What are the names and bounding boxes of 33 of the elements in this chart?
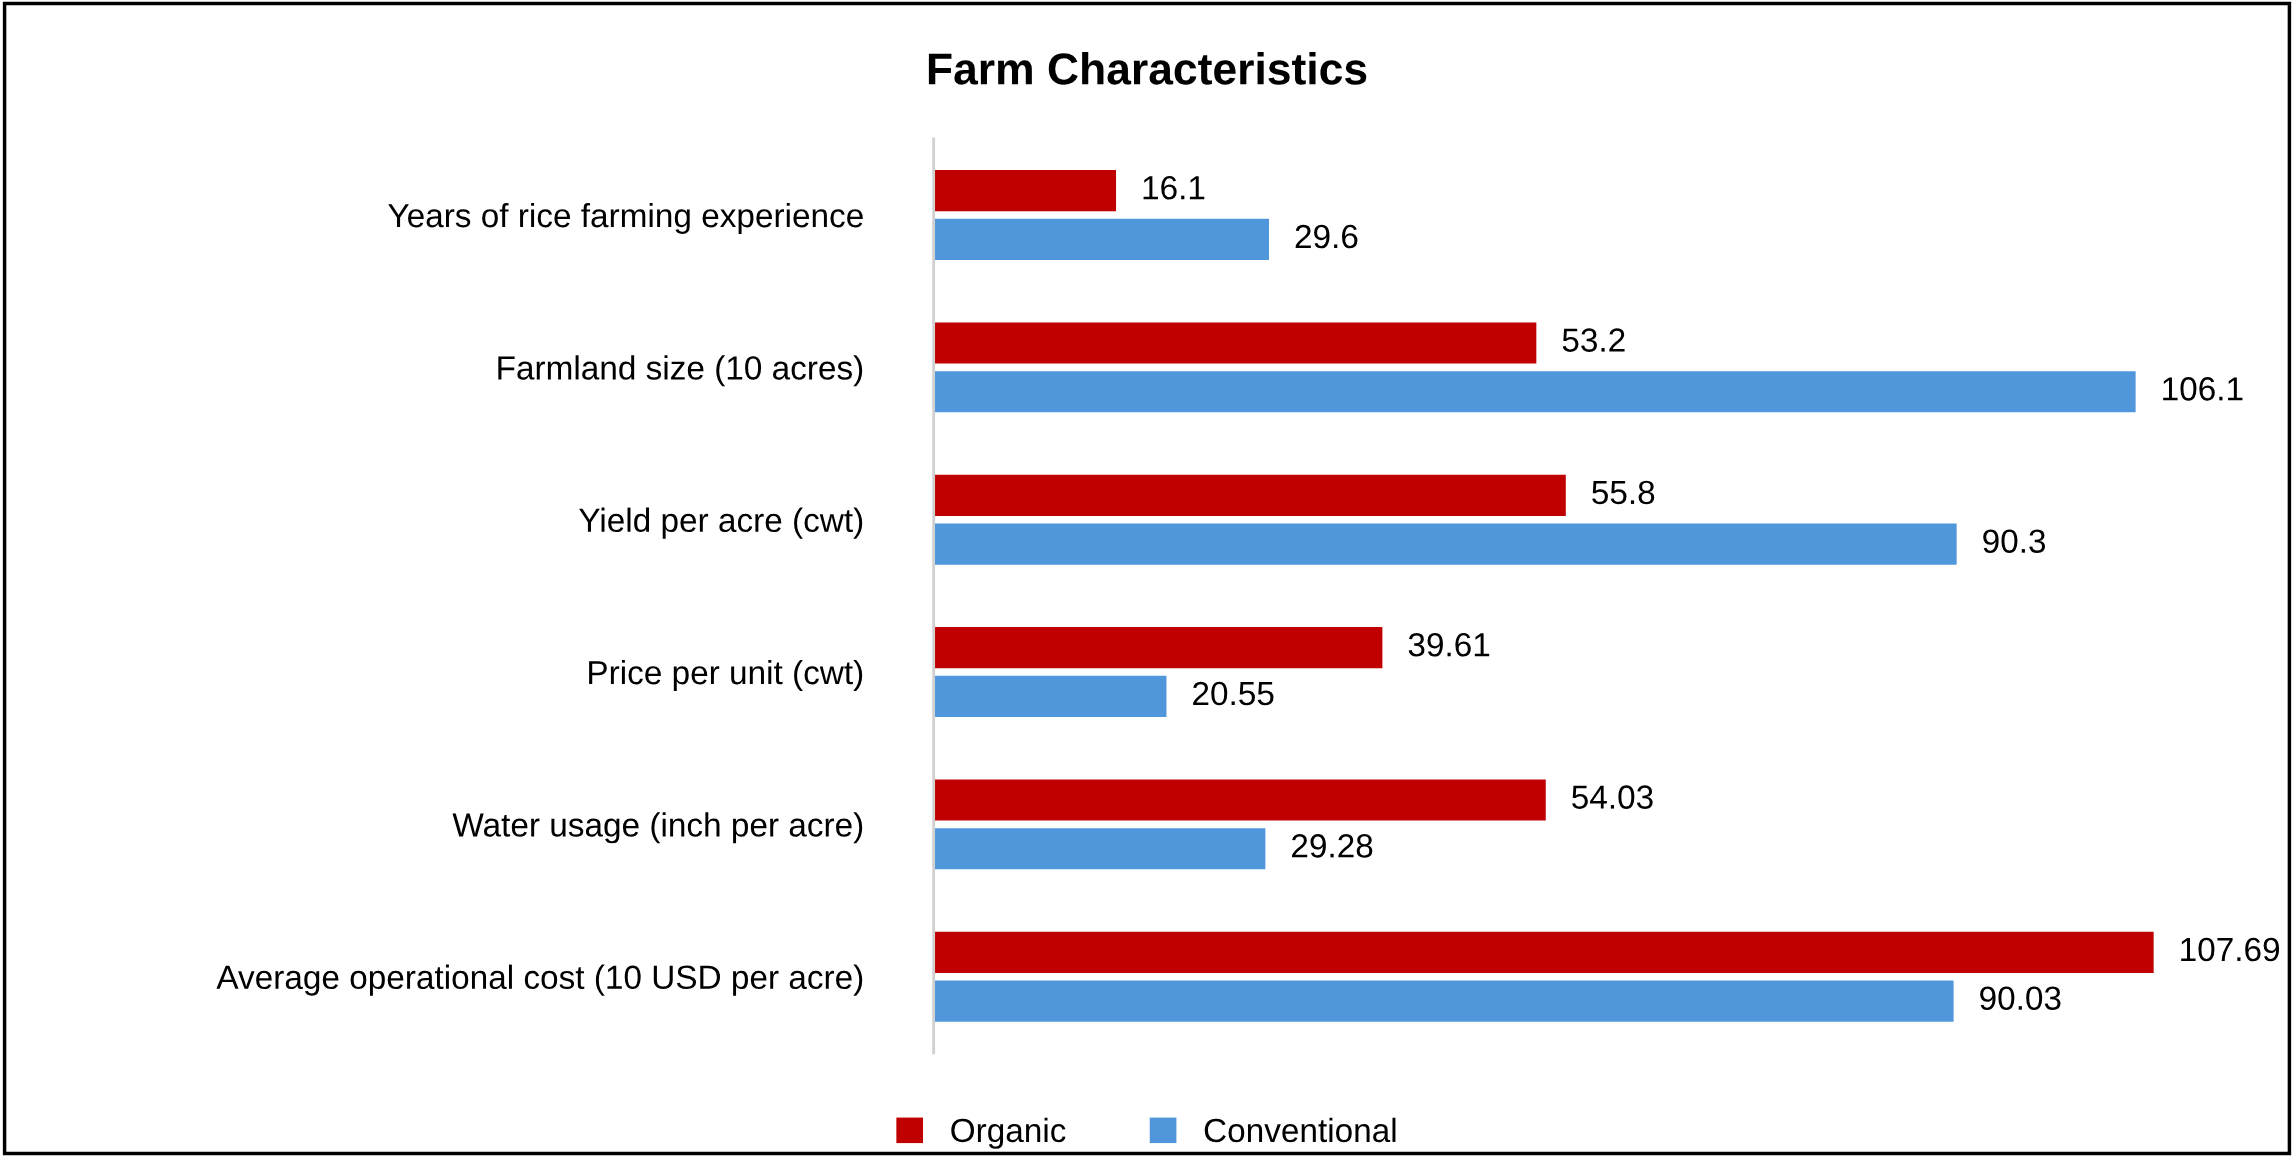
y-tick-label: Yield per acre (cwt) (579, 507, 863, 539)
bar (933, 980, 1954, 1022)
bar (933, 371, 2136, 413)
bar (933, 474, 1566, 516)
data-label: 16.1 (1143, 175, 1205, 200)
bar (933, 828, 1266, 870)
data-label: 90.3 (1983, 529, 2046, 554)
y-tick-label: Price per unit (cwt) (589, 659, 863, 692)
data-label: 90.03 (1980, 986, 2061, 1011)
bar (933, 779, 1546, 821)
legend-label: Organic (951, 1117, 1066, 1149)
y-tick-label: Farmland size (10 acres) (498, 355, 863, 387)
data-label: 39.61 (1408, 632, 1490, 657)
bar (933, 931, 2154, 973)
data-label: 106.1 (2163, 377, 2243, 401)
data-label: 29.28 (1292, 834, 1373, 858)
y-tick-label: Average operational cost (10 USD per acre) (216, 964, 863, 996)
data-label: 54.03 (1572, 785, 1653, 809)
bar (933, 322, 1537, 364)
bar (933, 218, 1269, 260)
data-label: 20.55 (1193, 681, 1274, 706)
data-label: 55.8 (1592, 480, 1655, 505)
legend-label: Conventional (1204, 1117, 1396, 1143)
data-label: 53.2 (1562, 328, 1625, 352)
bar (933, 627, 1383, 669)
data-label: 29.6 (1295, 224, 1358, 249)
chart-title: Farm Characteristics (928, 52, 1367, 85)
bar (933, 170, 1117, 212)
y-tick-label: Years of rice farming experience (388, 202, 863, 234)
bar (933, 675, 1167, 717)
data-label: 107.69 (2181, 937, 2280, 962)
bar (933, 523, 1957, 565)
y-tick-label: Water usage (inch per acre) (452, 812, 863, 844)
